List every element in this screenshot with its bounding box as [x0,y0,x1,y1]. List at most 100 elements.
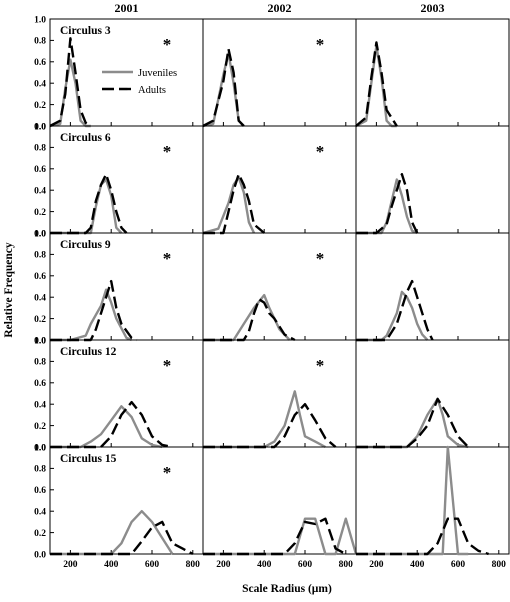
panel-frame [202,339,357,448]
panel-r5-c1: 0.0 0.2 0.4 0.6 0.8 1.0 Circulus 15 200 400 600 80… [34,443,204,570]
y-tick-label: 0.0 [34,122,46,132]
series-adults-line [355,41,398,127]
y-tick-label: 0.0 [34,443,46,453]
series-adults-line [50,279,138,342]
series-juveniles-line [50,510,174,556]
x-tick-label: 200 [216,560,231,570]
panel-r4-c3 [355,339,510,449]
y-tick-label: 0.8 [34,358,46,368]
y-tick-label: 0.2 [34,101,46,111]
series-juveniles-line [356,290,429,342]
series-juveniles-line [203,293,291,342]
y-tick-label: 0.6 [34,379,46,389]
series-adults-line [356,172,419,235]
column-header-2002: 2002 [268,1,292,15]
panel-r1-c1: 0.0 0.2 0.4 0.6 0.8 1.0 Circulus 3 * [34,15,204,132]
significance-marker: * [163,463,172,482]
series-adults-line [203,298,296,342]
y-tick-label: 0.4 [34,508,46,518]
row-label-circulus-3: Circulus 3 [60,25,111,37]
panel-frame [355,446,510,555]
x-tick-label: 800 [186,560,201,570]
series-juveniles-line [355,44,397,128]
x-axis-label: Scale Radius (µm) [242,583,332,595]
series-adults-line [356,397,470,449]
x-tick-label: 600 [451,560,466,570]
significance-marker: * [163,249,172,268]
panel-r1-c2: * [202,18,357,128]
panel-frame [202,125,357,234]
legend-label-adults: Adults [138,85,166,96]
panel-frame [355,125,510,234]
column-header-2001: 2001 [115,1,139,15]
x-tick-label: 800 [492,560,507,570]
y-tick-label: 1.0 [34,443,46,453]
series-adults-line [202,47,245,128]
panel-r2-c2: * [202,125,357,235]
x-tick-label: 600 [145,560,160,570]
y-tick-label: 0.2 [34,208,46,218]
series-juveniles-line [202,52,245,128]
panel-r5-c2: 200 400 600 800 [202,446,358,570]
significance-marker: * [163,356,172,375]
y-tick-label: 0.6 [34,272,46,282]
series-juveniles-line [203,390,326,449]
x-tick-label: 800 [339,560,354,570]
panel-frame [355,18,510,127]
series-juveniles-line [203,517,358,556]
panel-r4-c2: * [202,339,357,449]
y-tick-label: 0.6 [34,58,46,68]
series-juveniles-line [356,178,418,235]
legend-label-juveniles: Juveniles [138,68,177,79]
y-tick-label: 0.0 [34,336,46,346]
significance-marker: * [316,35,325,54]
x-tick-label: 600 [298,560,313,570]
y-axis-label: Relative Frequency [3,242,15,338]
series-adults-line [203,517,347,556]
y-tick-label: 1.0 [34,122,46,132]
series-adults-line [49,37,92,128]
y-tick-label: 0.6 [34,486,46,496]
significance-marker: * [316,249,325,268]
series-juveniles-line [50,405,163,449]
row-label-circulus-12: Circulus 12 [60,346,117,358]
series-juveniles-line [49,58,91,128]
significance-marker: * [316,142,325,161]
y-tick-label: 0.8 [34,37,46,47]
legend: Juveniles Adults [102,68,177,96]
x-tick-label: 400 [410,560,425,570]
x-tick-label: 400 [257,560,272,570]
y-tick-label: 0.2 [34,315,46,325]
panel-r1-c3 [355,18,510,128]
y-tick-label: 0.2 [34,422,46,432]
series-juveniles-line [356,445,469,556]
significance-marker: * [316,356,325,375]
panel-r3-c1: 0.0 0.2 0.4 0.6 0.8 1.0 Circulus 9 * [34,229,204,346]
series-juveniles-line [50,288,133,342]
row-label-circulus-15: Circulus 15 [60,453,117,465]
column-header-2003: 2003 [421,1,445,15]
row-label-circulus-9: Circulus 9 [60,239,111,251]
y-tick-label: 0.8 [34,251,46,261]
y-tick-label: 1.0 [34,15,46,25]
y-tick-label: 1.0 [34,336,46,346]
x-tick-label: 200 [63,560,78,570]
y-tick-label: 0.4 [34,80,46,90]
series-adults-line [356,517,489,556]
series-adults-line [50,520,194,556]
y-tick-label: 0.2 [34,529,46,539]
row-label-circulus-6: Circulus 6 [60,132,111,144]
y-tick-label: 0.4 [34,187,46,197]
series-adults-line [356,279,434,342]
panel-r3-c3 [355,232,510,342]
panel-r4-c1: 0.0 0.2 0.4 0.6 0.8 1.0 Circulus 12 * [34,336,204,453]
significance-marker: * [163,142,172,161]
y-tick-label: 0.6 [34,165,46,175]
series-adults-line [50,400,173,449]
series-adults-line [50,172,128,235]
significance-marker: * [163,35,172,54]
y-tick-label: 0.0 [34,229,46,239]
panel-frame [355,339,510,448]
series-adults-line [203,403,337,449]
